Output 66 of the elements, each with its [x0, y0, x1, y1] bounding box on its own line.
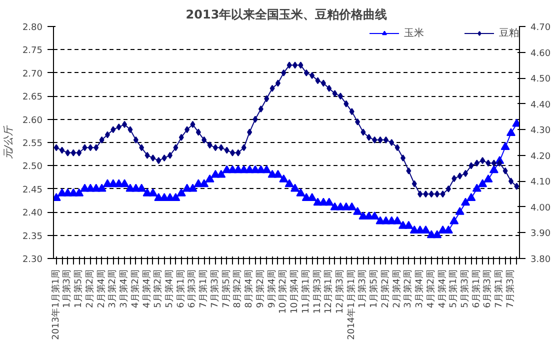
y-tick-label: 2.45	[22, 185, 43, 196]
x-tick-label: 6月第3周	[186, 270, 198, 308]
chart-title: 2013年以来全国玉米、豆粕价格曲线	[186, 8, 388, 22]
x-tick-label: 6月第1周	[175, 270, 186, 308]
x-tick-label: 2月第4周	[96, 270, 107, 308]
y2-tick-label: 4.30	[530, 126, 551, 136]
x-tick-label: 7月第1周	[198, 270, 210, 308]
y2-tick-label: 4.10	[530, 178, 551, 188]
y-tick-label: 2.30	[22, 255, 43, 265]
y2-tick-label: 3.90	[530, 229, 551, 240]
y2-tick-label: 4.70	[530, 23, 551, 33]
x-tick-label: 4月第4周	[436, 270, 448, 308]
x-tick-label: 1月第5周	[368, 270, 380, 308]
x-tick-label: 11月第3周	[312, 269, 323, 314]
x-tick-label: 4月第4周	[141, 270, 152, 308]
y2-tick-label: 4.00	[530, 203, 551, 214]
x-tick-label: 11月第1周	[300, 269, 312, 314]
x-tick-label: 5月第1周	[448, 270, 460, 308]
y2-tick-label: 4.50	[530, 74, 551, 85]
y2-tick-label: 4.60	[530, 48, 551, 59]
x-tick-label: 7月第5周	[220, 270, 232, 308]
x-tick-label: 9月第2周	[254, 270, 266, 308]
x-tick-label: 2014年1月第1周	[346, 269, 357, 340]
x-tick-label: 6月第3周	[482, 270, 494, 308]
x-tick-label: 5月第3周	[460, 270, 471, 308]
x-tick-label: 2月第2周	[84, 270, 96, 308]
x-tick-label: 9月第4周	[266, 270, 278, 308]
legend-label: 玉米	[404, 26, 424, 40]
y-axis-title: 元/公斤	[2, 124, 14, 160]
x-tick-label: 7月第1周	[494, 270, 505, 308]
x-tick-label: 5月第2周	[152, 270, 164, 308]
y-tick-label: 2.55	[22, 139, 43, 149]
y-tick-label: 2.35	[22, 232, 43, 242]
x-tick-label: 10月第4周	[289, 269, 300, 314]
x-tick-label: 2月第2周	[380, 270, 391, 308]
x-tick-label: 2013年1月第1周	[50, 269, 62, 340]
x-tick-label: 3月第2周	[402, 270, 414, 308]
y-tick-label: 2.65	[22, 92, 43, 103]
x-tick-label: 5月第4周	[164, 270, 175, 308]
x-tick-label: 8月第2周	[232, 270, 244, 308]
x-tick-label: 6月第1周	[470, 270, 482, 308]
x-tick-label: 7月第3周	[504, 270, 516, 308]
y-tick-label: 2.70	[22, 69, 43, 80]
y2-tick-label: 4.40	[530, 100, 551, 110]
x-tick-label: 4月第2周	[130, 270, 141, 308]
y-tick-label: 2.80	[22, 23, 43, 33]
x-tick-label: 3月第4周	[414, 270, 426, 308]
y-tick-label: 2.40	[22, 208, 43, 219]
x-tick-label: 3月第2周	[107, 270, 118, 308]
y2-tick-label: 3.80	[530, 255, 551, 265]
y-tick-label: 2.50	[22, 162, 43, 172]
x-tick-label: 3月第4周	[118, 270, 130, 308]
x-tick-label: 1月第3周	[357, 270, 368, 308]
x-tick-label: 2月第4周	[391, 270, 402, 308]
x-tick-label: 12月第3周	[334, 269, 346, 314]
x-tick-label: 10月第2周	[278, 269, 289, 314]
y-tick-label: 2.75	[22, 46, 43, 56]
legend-label: 豆粕	[499, 27, 519, 40]
x-tick-label: 4月第2周	[425, 270, 436, 308]
x-tick-label: 8月第4周	[244, 270, 255, 308]
x-tick-label: 12月第1周	[323, 269, 334, 314]
x-tick-label: 1月第5周	[73, 270, 84, 308]
x-tick-label: 7月第3周	[209, 270, 220, 308]
y2-tick-label: 4.20	[530, 152, 551, 162]
y-tick-label: 2.60	[22, 116, 43, 126]
x-tick-label: 1月第3周	[62, 270, 73, 308]
